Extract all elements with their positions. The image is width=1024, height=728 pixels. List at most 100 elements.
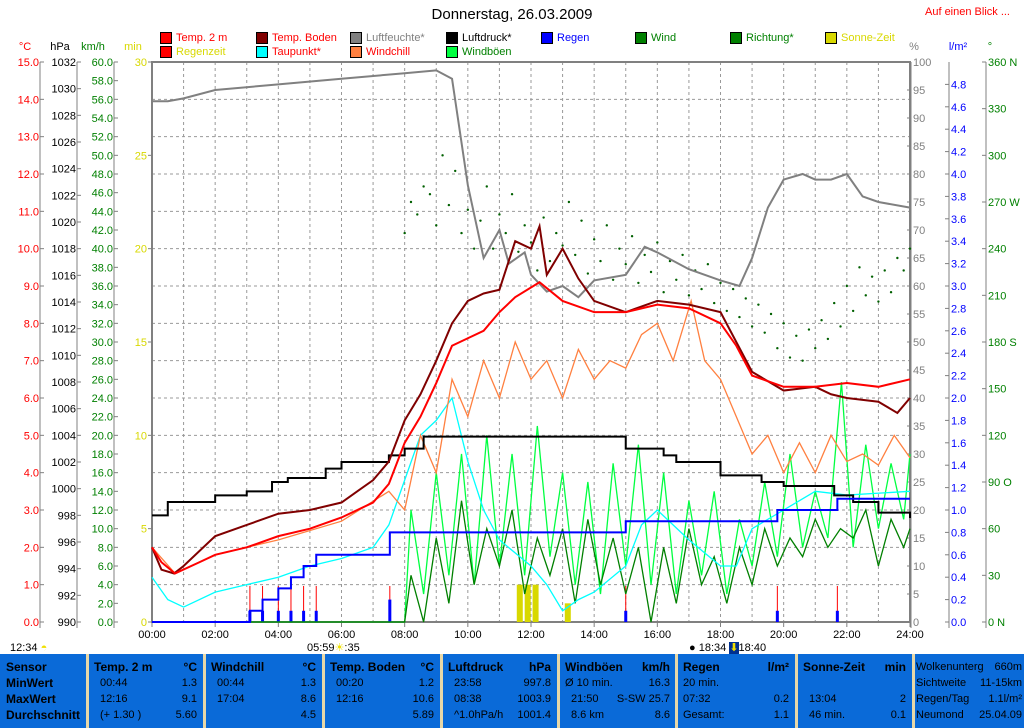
row-label: MaxWert xyxy=(6,692,56,706)
rain-tick-label: 4.4 xyxy=(951,124,966,136)
direction-point xyxy=(731,287,735,291)
direction-point xyxy=(586,272,590,275)
pressure-tick-label: 1002 xyxy=(52,457,76,469)
direction-point xyxy=(574,253,577,257)
direction-point xyxy=(675,278,678,281)
wind-tick-label: 46.0 xyxy=(92,188,113,200)
temp-tick-label: 14.0 xyxy=(18,94,39,106)
rain-tick-label: 0.2 xyxy=(951,595,966,607)
direction-tick-label: 60 xyxy=(988,524,1000,536)
cell-time: 17:04 xyxy=(217,693,245,705)
direction-point xyxy=(814,347,817,350)
pressure-tick-label: 992 xyxy=(58,590,76,602)
cell-value: 5.89 xyxy=(412,709,434,721)
legend-label: Temp. 2 m xyxy=(176,32,228,44)
sunrise: 05:59☀:35 xyxy=(307,643,360,654)
direction-point xyxy=(820,319,823,322)
legend-item: Windchill xyxy=(350,46,410,58)
rain-tick-label: 1.2 xyxy=(951,483,966,495)
direction-point xyxy=(523,224,526,227)
pressure-tick-label: 1016 xyxy=(52,270,76,282)
direction-point xyxy=(858,266,861,269)
direction-point xyxy=(599,259,602,263)
wind-tick-label: 30.0 xyxy=(92,337,113,349)
direction-point xyxy=(870,275,874,278)
direction-point xyxy=(782,322,785,325)
direction-tick-label: 270 W xyxy=(988,197,1020,209)
series-temp-boden xyxy=(151,222,911,575)
direction-point xyxy=(681,253,684,257)
direction-point xyxy=(649,270,653,274)
weather-chart: 0.0 1.0 2.0 3.0 4.0 5.0 6.0 7.0 8.0 9.0 10.0 11.0 12… xyxy=(18,41,1021,641)
direction-point xyxy=(750,325,754,328)
table-panel-druck: Luftdruck hPa 23:58 997.8 08:38 1003.9 ^1.0hPa… xyxy=(442,654,557,728)
pressure-tick-label: 1024 xyxy=(52,164,76,176)
cell-value: 9.1 xyxy=(181,693,197,705)
sun-tick-label: 25 xyxy=(135,150,147,162)
wind-tick-label: 36.0 xyxy=(92,281,113,293)
panel-header: Temp. Boden xyxy=(330,660,406,674)
rain-tick-label: 1.0 xyxy=(951,505,966,517)
wind-tick-label: 8.0 xyxy=(98,542,113,554)
cell-value: 1.2 xyxy=(418,677,434,689)
wind-tick-label: 16.0 xyxy=(92,468,113,480)
legend-label: Luftdruck* xyxy=(462,32,512,44)
legend-swatch xyxy=(635,32,647,44)
rain-tick-label: 4.6 xyxy=(951,102,966,114)
temp-tick-label: 2.0 xyxy=(24,542,39,554)
direction-point xyxy=(877,300,880,303)
legend-swatch xyxy=(160,46,172,58)
x-tick-label: 16:00 xyxy=(644,629,672,641)
wind-unit: km/h xyxy=(81,41,105,53)
wind-tick-label: 4.0 xyxy=(98,580,113,592)
cell-value: 1.3 xyxy=(300,677,316,689)
wind-tick-label: 60.0 xyxy=(92,57,113,69)
rain-tick-label: 3.0 xyxy=(951,281,966,293)
cell-value: 8.6 xyxy=(300,693,316,705)
temp-tick-label: 15.0 xyxy=(18,57,39,69)
direction-tick-label: 90 O xyxy=(988,477,1012,489)
wind-tick-label: 26.0 xyxy=(92,374,113,386)
legend-label: Richtung* xyxy=(746,32,794,44)
direction-point xyxy=(738,315,741,319)
direction-point xyxy=(485,185,488,188)
panel-divider xyxy=(912,654,915,728)
temp-tick-label: 5.0 xyxy=(24,430,39,442)
panel-unit: hPa xyxy=(528,660,551,674)
series-windchill xyxy=(151,298,911,575)
wind-tick-label: 28.0 xyxy=(92,356,113,368)
series-taupunkt xyxy=(151,396,911,612)
panel-divider xyxy=(440,654,443,728)
wind-tick-label: 38.0 xyxy=(92,262,113,274)
direction-tick-label: 300 xyxy=(988,150,1006,162)
direction-point xyxy=(643,253,646,257)
direction-point xyxy=(428,193,432,196)
sun-tick-label: 0 xyxy=(141,617,147,629)
direction-tick-label: 0 N xyxy=(988,617,1005,629)
cell-time: 00:20 xyxy=(336,677,364,689)
wind-tick-label: 42.0 xyxy=(92,225,113,237)
direction-point xyxy=(908,247,912,250)
cell-time: 12:16 xyxy=(336,693,364,705)
temp-tick-label: 9.0 xyxy=(24,281,39,293)
panel-divider xyxy=(675,654,678,728)
humidity-tick-label: 80 xyxy=(913,169,925,181)
cell-value: 1.1 xyxy=(773,709,789,721)
direction-tick-label: 120 xyxy=(988,430,1006,442)
glance-link[interactable]: Auf einen Blick ... xyxy=(925,6,1010,18)
humidity-tick-label: 30 xyxy=(913,449,925,461)
direction-point xyxy=(561,244,564,247)
x-tick-label: 02:00 xyxy=(201,629,229,641)
panel-unit: min xyxy=(884,660,906,674)
direction-point xyxy=(466,208,470,211)
rain-tick-label: 4.0 xyxy=(951,169,966,181)
humidity-tick-label: 55 xyxy=(913,309,925,321)
cell-time: 07:32 xyxy=(683,693,711,705)
legend-swatch xyxy=(256,32,268,44)
direction-point xyxy=(409,200,413,204)
rain-tick-label: 3.8 xyxy=(951,191,966,203)
cell-value: 10.6 xyxy=(412,693,434,705)
direction-point xyxy=(504,231,507,235)
cell-value: 1001.4 xyxy=(517,709,551,721)
direction-point xyxy=(567,200,571,204)
